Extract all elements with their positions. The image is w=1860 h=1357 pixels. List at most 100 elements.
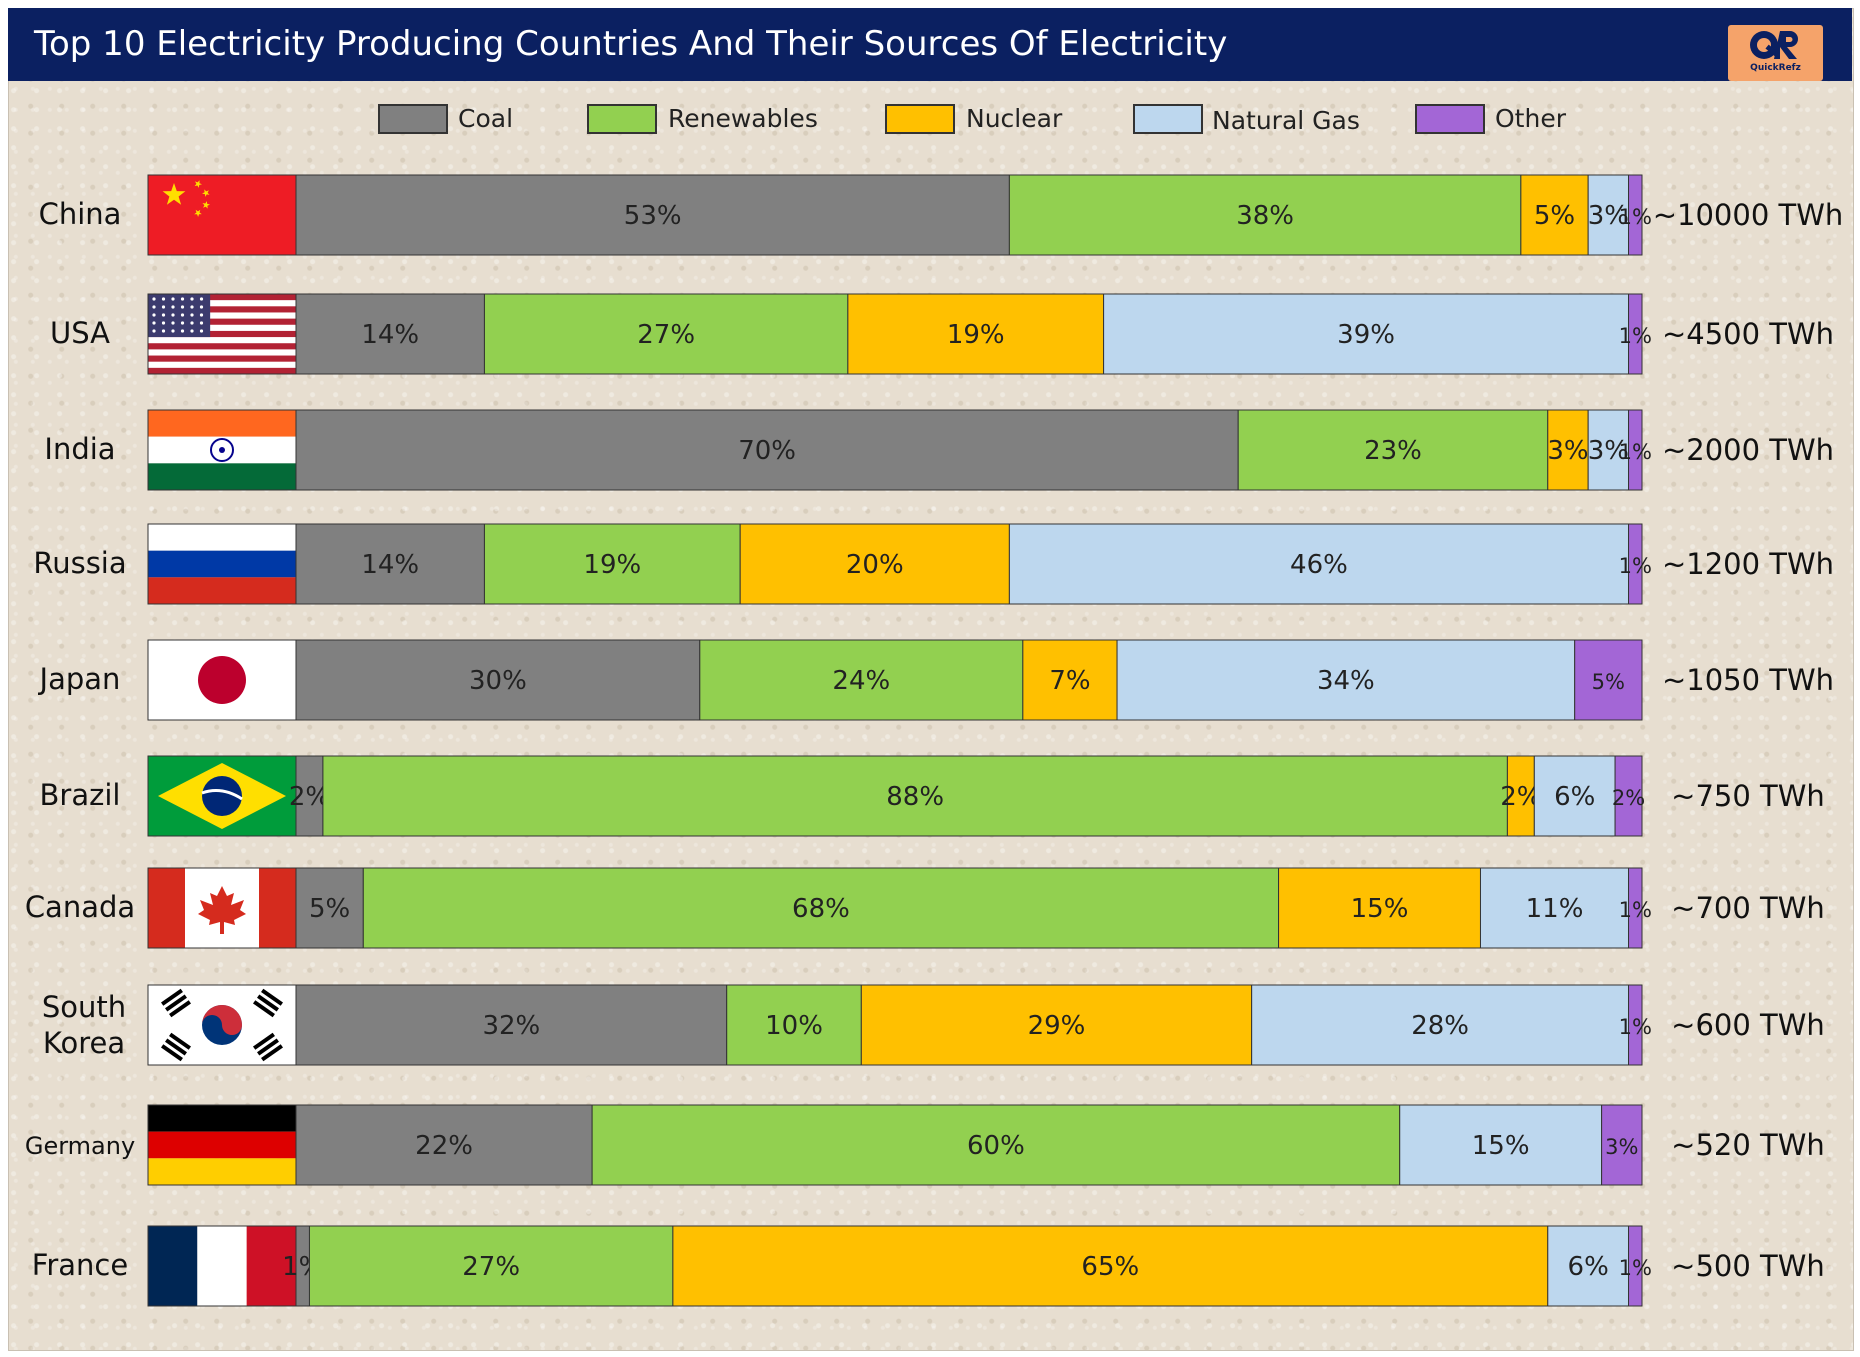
legend-label-other: Other (1495, 104, 1566, 133)
bar-segment-germany-renewables (591, 1104, 1401, 1186)
data-label-russia-natural-gas: 46% (1290, 550, 1348, 580)
country-label-usa: USA (50, 316, 110, 350)
bar-row-russia: Russia 14% 19% 20% 46% 1% ~1200 TWh (33, 523, 1834, 605)
bar-segment-brazil-other (1614, 755, 1643, 837)
data-label-china-coal: 53% (624, 201, 682, 231)
total-label-india: ~2000 TWh (1662, 433, 1834, 467)
legend-label-nuclear: Nuclear (966, 104, 1063, 133)
data-label-germany-natural-gas: 15% (1472, 1131, 1530, 1161)
legend-swatch-nuclear (885, 104, 955, 134)
bar-segment-france-renewables (308, 1225, 674, 1307)
russia-flag-icon (147, 523, 297, 605)
bar-segment-france-other (1628, 1225, 1643, 1307)
title-bar: Top 10 Electricity Producing Countries A… (8, 8, 1852, 81)
country-label-russia: Russia (33, 546, 126, 580)
legend-swatch-natural-gas (1133, 104, 1203, 134)
data-label-france-natural-gas: 6% (1568, 1252, 1609, 1282)
data-label-india-nuclear: 3% (1547, 436, 1588, 466)
data-label-canada-other: 1% (1619, 898, 1652, 922)
total-label-usa: ~4500 TWh (1662, 317, 1834, 351)
bar-segment-canada-renewables (362, 867, 1280, 949)
country-label-france: France (32, 1248, 128, 1282)
data-label-india-other: 1% (1619, 440, 1652, 464)
data-label-france-renewables: 27% (462, 1252, 520, 1282)
bar-row-germany: Germany 22% 60% 15% 3% ~520 TWh (25, 1104, 1825, 1186)
bar-row-china: China 53% 38% 5% 3%1% ~10000 TWh (39, 174, 1844, 256)
france-flag-icon (147, 1225, 297, 1307)
data-label-south-korea-nuclear: 29% (1028, 1011, 1086, 1041)
bar-segment-russia-natural-gas (1008, 523, 1630, 605)
usa-flag-icon (147, 293, 297, 375)
data-label-usa-nuclear: 19% (947, 320, 1005, 350)
data-label-germany-other: 3% (1605, 1135, 1638, 1159)
data-label-russia-other: 1% (1619, 554, 1652, 578)
data-label-germany-coal: 22% (415, 1131, 473, 1161)
country-label-canada: Canada (25, 890, 135, 924)
total-label-japan: ~1050 TWh (1662, 663, 1834, 697)
data-label-usa-renewables: 27% (637, 320, 695, 350)
data-label-canada-natural-gas: 11% (1526, 894, 1584, 924)
bar-segment-japan-natural-gas (1116, 639, 1576, 721)
bar-segment-germany-natural-gas (1399, 1104, 1603, 1186)
china-flag-icon (147, 174, 297, 256)
japan-flag-icon (147, 639, 297, 721)
data-label-japan-other: 5% (1592, 670, 1625, 694)
data-label-usa-coal: 14% (361, 320, 419, 350)
bar-segment-france-nuclear (672, 1225, 1549, 1307)
bar-segment-brazil-nuclear (1506, 755, 1535, 837)
bar-segment-usa-natural-gas (1103, 293, 1630, 375)
qr-logo-icon (1750, 31, 1798, 59)
data-label-south-korea-coal: 32% (482, 1011, 540, 1041)
bar-segment-usa-coal (295, 293, 485, 375)
bar-segment-russia-renewables (483, 523, 741, 605)
total-label-russia: ~1200 TWh (1662, 547, 1834, 581)
total-label-china: ~10000 TWh (1653, 198, 1844, 232)
total-label-canada: ~700 TWh (1671, 891, 1825, 925)
data-label-south-korea-renewables: 10% (765, 1011, 823, 1041)
bar-row-south-korea: South Korea 32% 10% 29% 28% 1% ~600 TWh (42, 984, 1825, 1066)
legend-swatch-other (1415, 104, 1485, 134)
canada-flag-icon (147, 867, 297, 949)
bar-segment-india-nuclear (1547, 409, 1589, 491)
bar-segment-south-korea-natural-gas (1251, 984, 1630, 1066)
bar-segment-south-korea-coal (295, 984, 728, 1066)
data-label-germany-renewables: 60% (967, 1131, 1025, 1161)
bar-segment-brazil-natural-gas (1533, 755, 1616, 837)
country-label-china: China (39, 197, 122, 231)
bar-segment-russia-nuclear (739, 523, 1010, 605)
bar-segment-brazil-renewables (322, 755, 1508, 837)
data-label-japan-renewables: 24% (832, 666, 890, 696)
bar-row-japan: Japan 30% 24% 7% 34% 5% ~1050 TWh (38, 639, 1834, 721)
data-label-russia-nuclear: 20% (846, 550, 904, 580)
total-label-germany: ~520 TWh (1671, 1128, 1825, 1162)
country-label-south-korea: South Korea (42, 990, 126, 1060)
country-label-brazil: Brazil (40, 778, 121, 812)
bar-segment-russia-coal (295, 523, 485, 605)
data-label-china-other: 1% (1619, 205, 1652, 229)
data-label-canada-coal: 5% (309, 894, 350, 924)
data-label-india-renewables: 23% (1364, 436, 1422, 466)
country-label-germany: Germany (25, 1132, 135, 1160)
bar-segment-russia-other (1628, 523, 1643, 605)
bar-segment-india-other (1628, 409, 1643, 491)
bar-segment-india-coal (295, 409, 1239, 491)
bar-segment-india-natural-gas (1587, 409, 1630, 491)
bar-segment-south-korea-other (1628, 984, 1643, 1066)
country-label-japan: Japan (38, 662, 121, 696)
data-label-china-nuclear: 5% (1534, 201, 1575, 231)
bar-segment-canada-nuclear (1278, 867, 1481, 949)
bar-row-brazil: Brazil 2% 88% 2% 6% 2% ~750 TWh (40, 755, 1825, 837)
data-label-france-other: 1% (1619, 1256, 1652, 1280)
data-label-brazil-natural-gas: 6% (1554, 782, 1595, 812)
data-label-india-natural-gas: 3% (1588, 436, 1629, 466)
total-label-france: ~500 TWh (1671, 1249, 1825, 1283)
data-label-japan-natural-gas: 34% (1317, 666, 1375, 696)
bar-segment-germany-coal (295, 1104, 593, 1186)
chart-title: Top 10 Electricity Producing Countries A… (34, 24, 1228, 64)
data-label-canada-nuclear: 15% (1351, 894, 1409, 924)
data-label-canada-renewables: 68% (792, 894, 850, 924)
data-label-usa-natural-gas: 39% (1337, 320, 1395, 350)
bar-segment-japan-nuclear (1022, 639, 1118, 721)
legend-swatch-renewables (587, 104, 657, 134)
